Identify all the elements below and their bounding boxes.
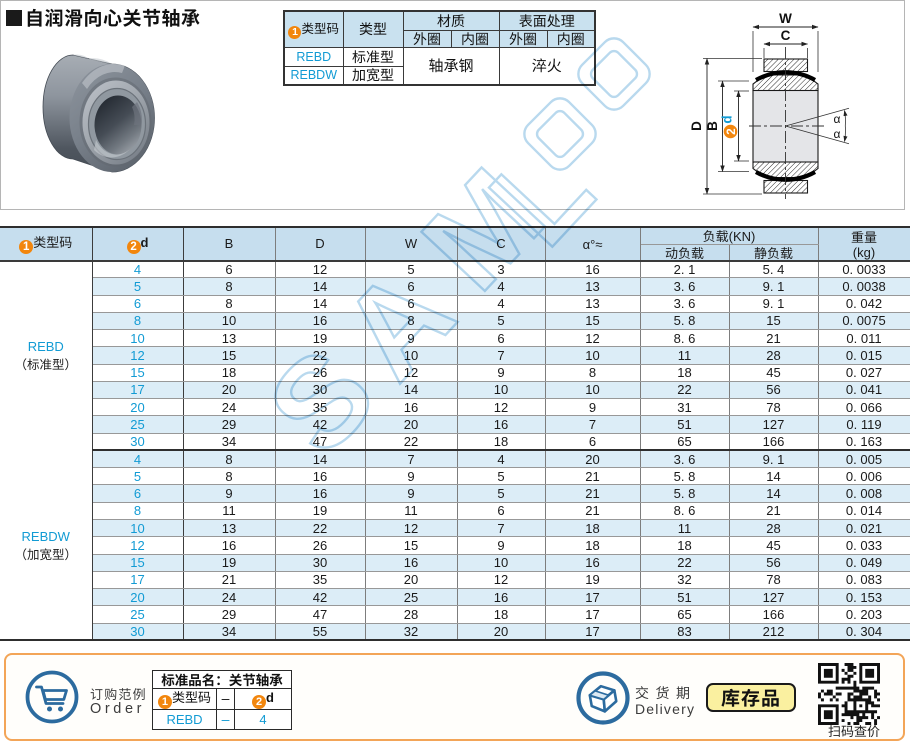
- svg-text:C: C: [781, 28, 791, 43]
- svg-text:B: B: [705, 121, 720, 131]
- svg-text:α: α: [834, 127, 841, 141]
- svg-text:W: W: [779, 11, 792, 26]
- svg-text:d: d: [720, 115, 735, 123]
- svg-text:α: α: [834, 112, 841, 126]
- svg-text:D: D: [689, 121, 704, 131]
- svg-text:2: 2: [726, 128, 738, 134]
